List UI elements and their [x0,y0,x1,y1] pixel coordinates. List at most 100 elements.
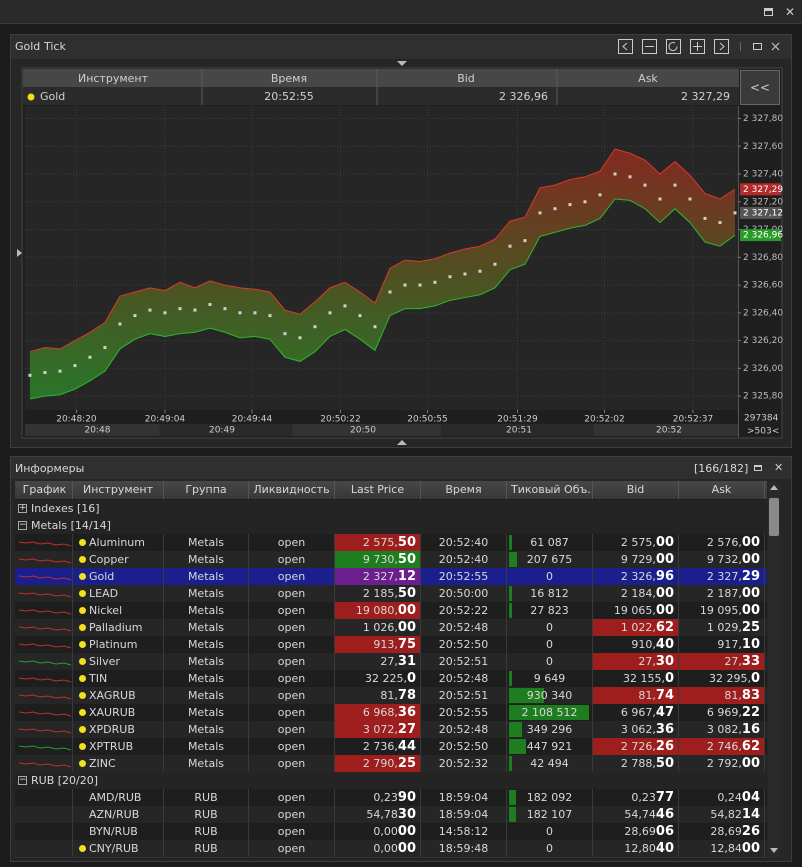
side-arrow[interactable] [17,249,22,257]
column-header[interactable]: Bid [593,481,679,499]
table-row[interactable]: XPTRUB Metals open 2 736,44 20:52:50 447 921 2… [15,738,767,756]
table-row[interactable]: Gold Metals open 2 327,12 20:52:55 0 2 326,96 2… [15,568,767,586]
table-row[interactable]: AMD/RUB RUB open 0,2390 18:59:04 182 092 0,237… [15,789,767,807]
quote-instrument: Gold [40,90,65,103]
cell-divider [764,636,765,653]
zoom-out-button[interactable] [642,39,657,54]
group: Metals [187,757,225,770]
tick-dot [553,207,557,211]
column-header[interactable]: График [17,481,73,499]
group: RUB [194,791,218,804]
column-header[interactable]: Инструмент [73,481,164,499]
cell-divider [678,670,679,687]
column-header[interactable]: Группа [164,481,249,499]
cell-divider [678,653,679,670]
group: RUB [194,825,218,838]
cell-divider [764,670,765,687]
instrument-dot [79,573,86,580]
tick-volume: 0 [546,621,553,634]
column-header[interactable]: Ликвидность [249,481,335,499]
group-row[interactable]: + Indexes [16] [15,500,767,518]
table-row[interactable]: Aluminum Metals open 2 575,50 20:52:40 61 087… [15,534,767,552]
x-minute-label: 20:51 [506,426,532,436]
time: 20:52:50 [438,638,489,651]
last-price: 1 026,00 [362,620,416,635]
table-row[interactable]: CNY/RUB RUB open 0,0000 18:59:48 0 12,8040 12,8… [15,840,767,858]
zoom-in-button[interactable] [690,39,705,54]
cell-divider [163,789,164,806]
restore-button[interactable] [764,8,773,16]
cell-divider [334,670,335,687]
table-row[interactable]: Nickel Metals open 19 080,00 20:52:22 27 823 1… [15,602,767,620]
quote-row [23,87,739,105]
window-bar: ✕ [0,0,802,24]
table-row[interactable]: ZINC Metals open 2 790,25 20:52:32 42 494 2 78… [15,755,767,773]
expand-toggle[interactable]: + [18,503,27,513]
column-header[interactable]: Last Price [335,481,421,499]
x-minute-label: 20:49 [209,426,235,436]
volume-bar [509,722,523,737]
group-row[interactable]: − RUB [20/20] [15,772,767,790]
restore-panel-button[interactable] [754,465,762,471]
refresh-button[interactable] [666,39,681,54]
group-row[interactable]: − Metals [14/14] [15,517,767,535]
table-row[interactable]: Palladium Metals open 1 026,00 20:52:48 0 1 02… [15,619,767,637]
column-header[interactable]: Время [421,481,507,499]
close-panel-button[interactable]: ✕ [774,461,784,474]
cell-divider [163,721,164,738]
splitter-arrow[interactable] [397,440,407,445]
cell-divider [678,738,679,755]
minute-band [292,424,441,436]
liquidity: open [277,553,306,566]
sparkline [18,728,72,734]
column-header[interactable]: Ask [679,481,765,499]
table-row[interactable]: LEAD Metals open 2 185,50 20:50:00 16 812 2 18… [15,585,767,603]
scrollbar[interactable] [768,482,780,858]
next-button[interactable] [714,39,729,54]
quote-bid: 2 326,96 [499,90,548,103]
group: Metals [187,740,225,753]
close-panel-button[interactable] [771,42,780,51]
ask: 0,2404 [717,790,760,805]
tick-dot [283,332,287,336]
close-button[interactable]: ✕ [785,5,796,19]
splitter-arrow[interactable] [397,61,407,66]
tick-dot [193,308,197,312]
table-row[interactable]: XAURUB Metals open 6 968,36 20:52:55 2 108 51… [15,704,767,722]
cell-divider [592,840,593,857]
minute-band [25,424,160,436]
table-row[interactable]: XPDRUB Metals open 3 072,27 20:52:48 349 296 3… [15,721,767,739]
time: 20:52:40 [438,536,489,549]
group: Metals [187,723,225,736]
ask: 1 029,25 [706,620,760,635]
cell-divider [420,738,421,755]
quote-header-label: Инструмент [78,72,149,85]
tick-dot [373,325,377,329]
table-row[interactable]: Platinum Metals open 913,75 20:52:50 0 910,40 9… [15,636,767,654]
expand-toggle[interactable]: − [18,775,27,785]
cell-divider [506,840,507,857]
table-row[interactable]: AZN/RUB RUB open 54,7830 18:59:04 182 107 54,7… [15,806,767,824]
cell-divider [678,840,679,857]
table-row[interactable]: Silver Metals open 27,31 20:52:51 0 27,30 27,33 [15,653,767,671]
y-tick-label: 2 326,40 [743,308,783,318]
collapse-button[interactable] [740,70,780,105]
prev-button[interactable] [618,39,633,54]
column-header[interactable]: Тиковый Объ... [507,481,593,499]
scroll-thumb[interactable] [769,498,779,536]
table-row[interactable]: BYN/RUB RUB open 0,0000 14:58:12 0 28,6906 28,6… [15,823,767,841]
table-row[interactable]: XAGRUB Metals open 81,78 20:52:51 930 340 81,7… [15,687,767,705]
tick-volume: 0 [546,638,553,651]
table-row[interactable]: Copper Metals open 9 730,50 20:52:40 207 675 9… [15,551,767,569]
table-row[interactable]: TIN Metals open 32 225,0 20:52:48 9 649 32 155… [15,670,767,688]
bid: 28,6906 [624,824,674,839]
time: 20:52:51 [438,689,489,702]
cell-divider [592,585,593,602]
liquidity: open [277,740,306,753]
instrument-name: Palladium [89,621,143,634]
cell-divider [420,721,421,738]
cell-divider [334,551,335,568]
restore-panel-button[interactable] [753,43,762,50]
expand-toggle[interactable]: − [18,520,27,530]
sparkline [18,626,72,632]
